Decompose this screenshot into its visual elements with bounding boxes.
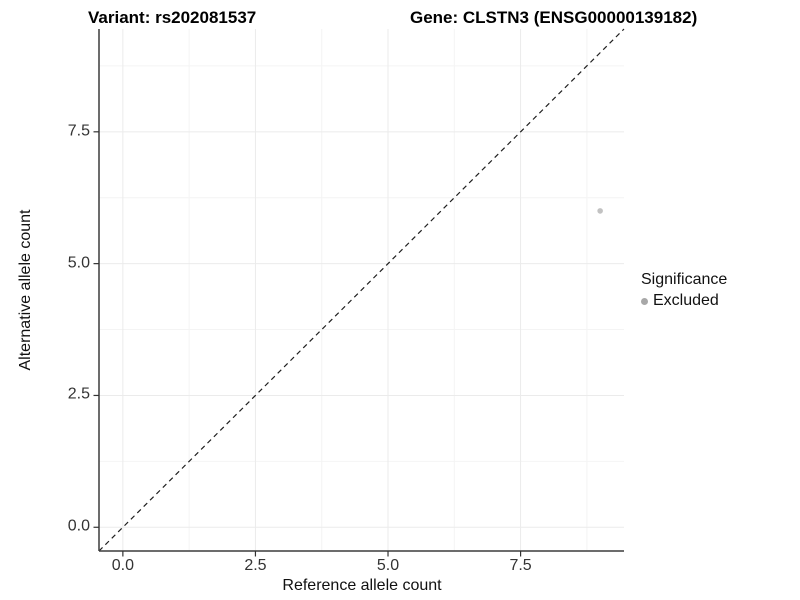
identity-line: [98, 28, 625, 552]
x-tick-label: 5.0: [376, 557, 400, 574]
y-tick-label: 5.0: [67, 254, 90, 272]
legend-title: Significance: [641, 271, 728, 288]
legend: Significance Excluded: [641, 271, 727, 311]
variant-title: Variant: rs202081537: [88, 8, 257, 27]
gene-title: Gene: CLSTN3 (ENSG00000139182): [410, 8, 698, 27]
y-tick-label: 0.0: [67, 517, 90, 535]
data-point: [597, 208, 603, 214]
x-tick-label: 7.5: [509, 557, 532, 574]
legend-entry-label: Excluded: [653, 292, 719, 309]
x-tick-label: 2.5: [244, 557, 267, 574]
x-axis-title: Reference allele count: [282, 577, 442, 594]
x-tick-label: 0.0: [111, 557, 134, 574]
y-tick-label: 7.5: [67, 122, 90, 140]
y-tick-label: 2.5: [67, 386, 90, 404]
y-axis-title: Alternative allele count: [17, 209, 34, 371]
legend-entry-excluded: Excluded: [641, 291, 727, 311]
legend-key-dot-icon: [641, 297, 648, 305]
